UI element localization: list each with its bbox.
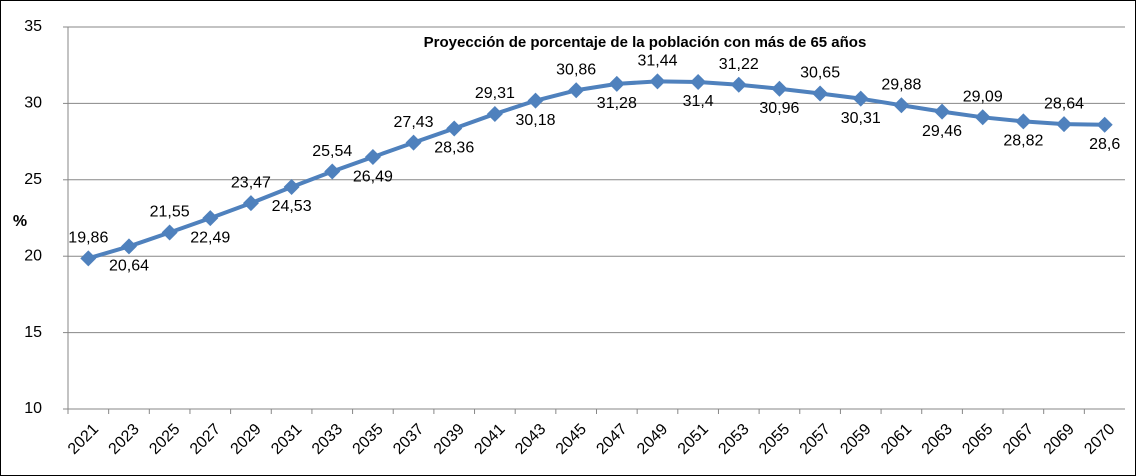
marker [120,238,137,255]
data-label: 27,43 [394,114,434,131]
data-label: 29,31 [475,85,515,102]
marker [242,195,259,212]
y-axis-label: % [13,213,27,230]
marker [1056,116,1073,133]
y-tick-label: 10 [24,400,42,417]
marker [934,103,951,120]
marker [1096,116,1113,133]
marker [852,90,869,107]
data-label: 22,49 [190,229,230,246]
marker [283,178,300,195]
marker [608,75,625,92]
marker [730,76,747,93]
y-tick-label: 25 [24,171,42,188]
data-label: 20,64 [109,258,149,275]
data-label: 29,46 [922,123,962,140]
marker [893,97,910,114]
marker [527,92,544,109]
marker [690,74,707,91]
marker [771,80,788,97]
marker [202,210,219,227]
data-label: 23,47 [231,174,271,191]
data-label: 28,82 [1003,133,1043,150]
data-label: 29,88 [881,76,921,93]
data-label: 30,18 [515,112,555,129]
y-tick-label: 15 [24,324,42,341]
marker [1015,113,1032,130]
data-label: 28,64 [1044,95,1084,112]
y-tick-label: 30 [24,95,42,112]
marker [486,105,503,122]
data-label: 24,53 [272,198,312,215]
marker [446,120,463,137]
marker [649,73,666,90]
data-label: 19,86 [68,230,108,247]
y-tick-label: 35 [24,18,42,35]
data-label: 30,31 [841,110,881,127]
data-label: 29,09 [963,89,1003,106]
data-label: 21,55 [150,204,190,221]
data-label: 30,86 [556,61,596,78]
marker [568,82,585,99]
marker [812,85,829,102]
data-label: 28,36 [434,140,474,157]
data-label: 31,22 [719,56,759,73]
data-label: 31,44 [637,53,677,70]
data-label: 28,6 [1089,136,1120,153]
data-label: 30,96 [759,100,799,117]
marker [161,224,178,241]
data-label: 25,54 [312,143,352,160]
marker [80,250,97,267]
y-tick-label: 20 [24,247,42,264]
marker [364,149,381,166]
data-label: 30,65 [800,65,840,82]
data-label: 31,4 [683,93,714,110]
data-label: 26,49 [353,168,393,185]
marker [974,109,991,126]
marker [405,134,422,151]
chart-title: Proyección de porcentaje de la población… [424,34,867,51]
data-label: 31,28 [597,95,637,112]
marker [324,163,341,180]
